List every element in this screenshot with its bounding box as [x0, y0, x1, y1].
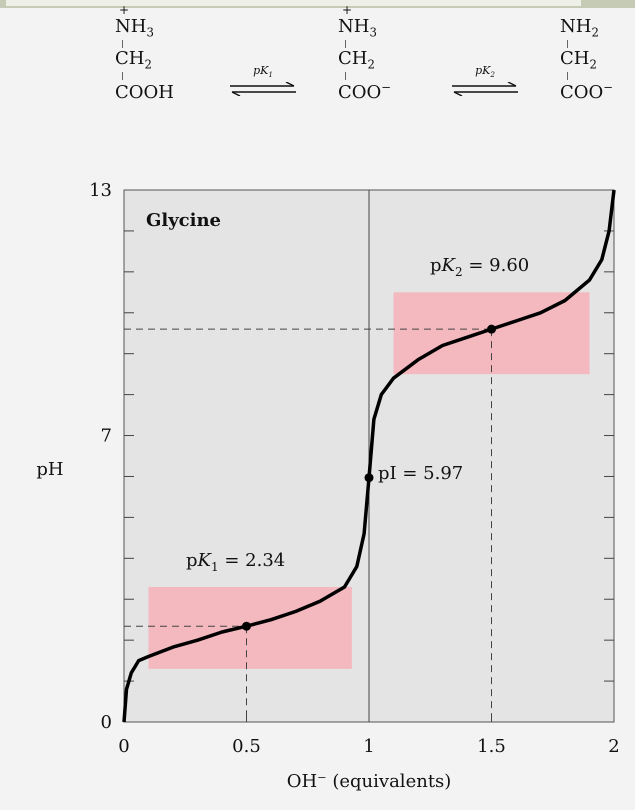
chart-title: Glycine — [146, 210, 221, 231]
bond-line — [122, 72, 123, 80]
bond-line — [345, 72, 346, 80]
carboxylate-group: COO− — [560, 80, 614, 103]
carboxyl-group: COOH — [115, 82, 174, 103]
x-tick-label: 0 — [118, 736, 129, 757]
key-point-1 — [242, 621, 251, 631]
equilibrium-label: pK1 — [253, 64, 273, 80]
equilibrium-arrows-icon — [230, 82, 296, 96]
pk1-label: pK1 = 2.34 — [186, 550, 285, 574]
key-point-3 — [487, 324, 496, 334]
equilibrium-arrows-icon — [452, 82, 518, 96]
positive-charge: + — [119, 3, 130, 17]
methylene-group: CH2 — [560, 48, 597, 72]
y-axis-label: pH — [36, 459, 63, 480]
x-tick-label: 0.5 — [232, 736, 261, 757]
y-tick-label: 13 — [89, 180, 112, 201]
equilibrium-label: pK2 — [475, 64, 495, 80]
species-anion: NH2 CH2 COO− — [560, 18, 613, 114]
pk2-label: pK2 = 9.60 — [430, 255, 529, 279]
x-axis-label: OH⁻ (equivalents) — [287, 771, 452, 792]
bond-line — [567, 40, 568, 48]
bond-line — [567, 72, 568, 80]
key-point-2 — [364, 473, 374, 483]
bond-line — [345, 40, 346, 48]
positive-charge: + — [342, 3, 353, 17]
equilibrium-pk1: pK1 — [228, 64, 298, 104]
top-edge-strip — [0, 0, 635, 8]
amino-group: + NH3 — [338, 3, 377, 40]
x-tick-label: 2 — [608, 736, 619, 757]
species-cation: + NH3 CH2 COOH — [115, 3, 174, 114]
y-tick-label: 7 — [101, 426, 112, 447]
methylene-group: CH2 — [338, 48, 375, 72]
titration-curve — [122, 189, 616, 723]
pi-label: pI = 5.97 — [378, 463, 463, 484]
amino-group: + NH3 — [115, 3, 154, 40]
species-zwitterion: + NH3 CH2 COO− — [338, 3, 392, 114]
x-tick-label: 1 — [363, 736, 374, 757]
equilibrium-pk2: pK2 — [450, 64, 520, 104]
methylene-group: CH2 — [115, 48, 152, 72]
x-tick-label: 1.5 — [477, 736, 506, 757]
y-tick-label: 0 — [101, 712, 112, 733]
amino-group: NH2 — [560, 16, 599, 40]
bond-line — [122, 40, 123, 48]
carboxylate-group: COO− — [338, 80, 392, 103]
